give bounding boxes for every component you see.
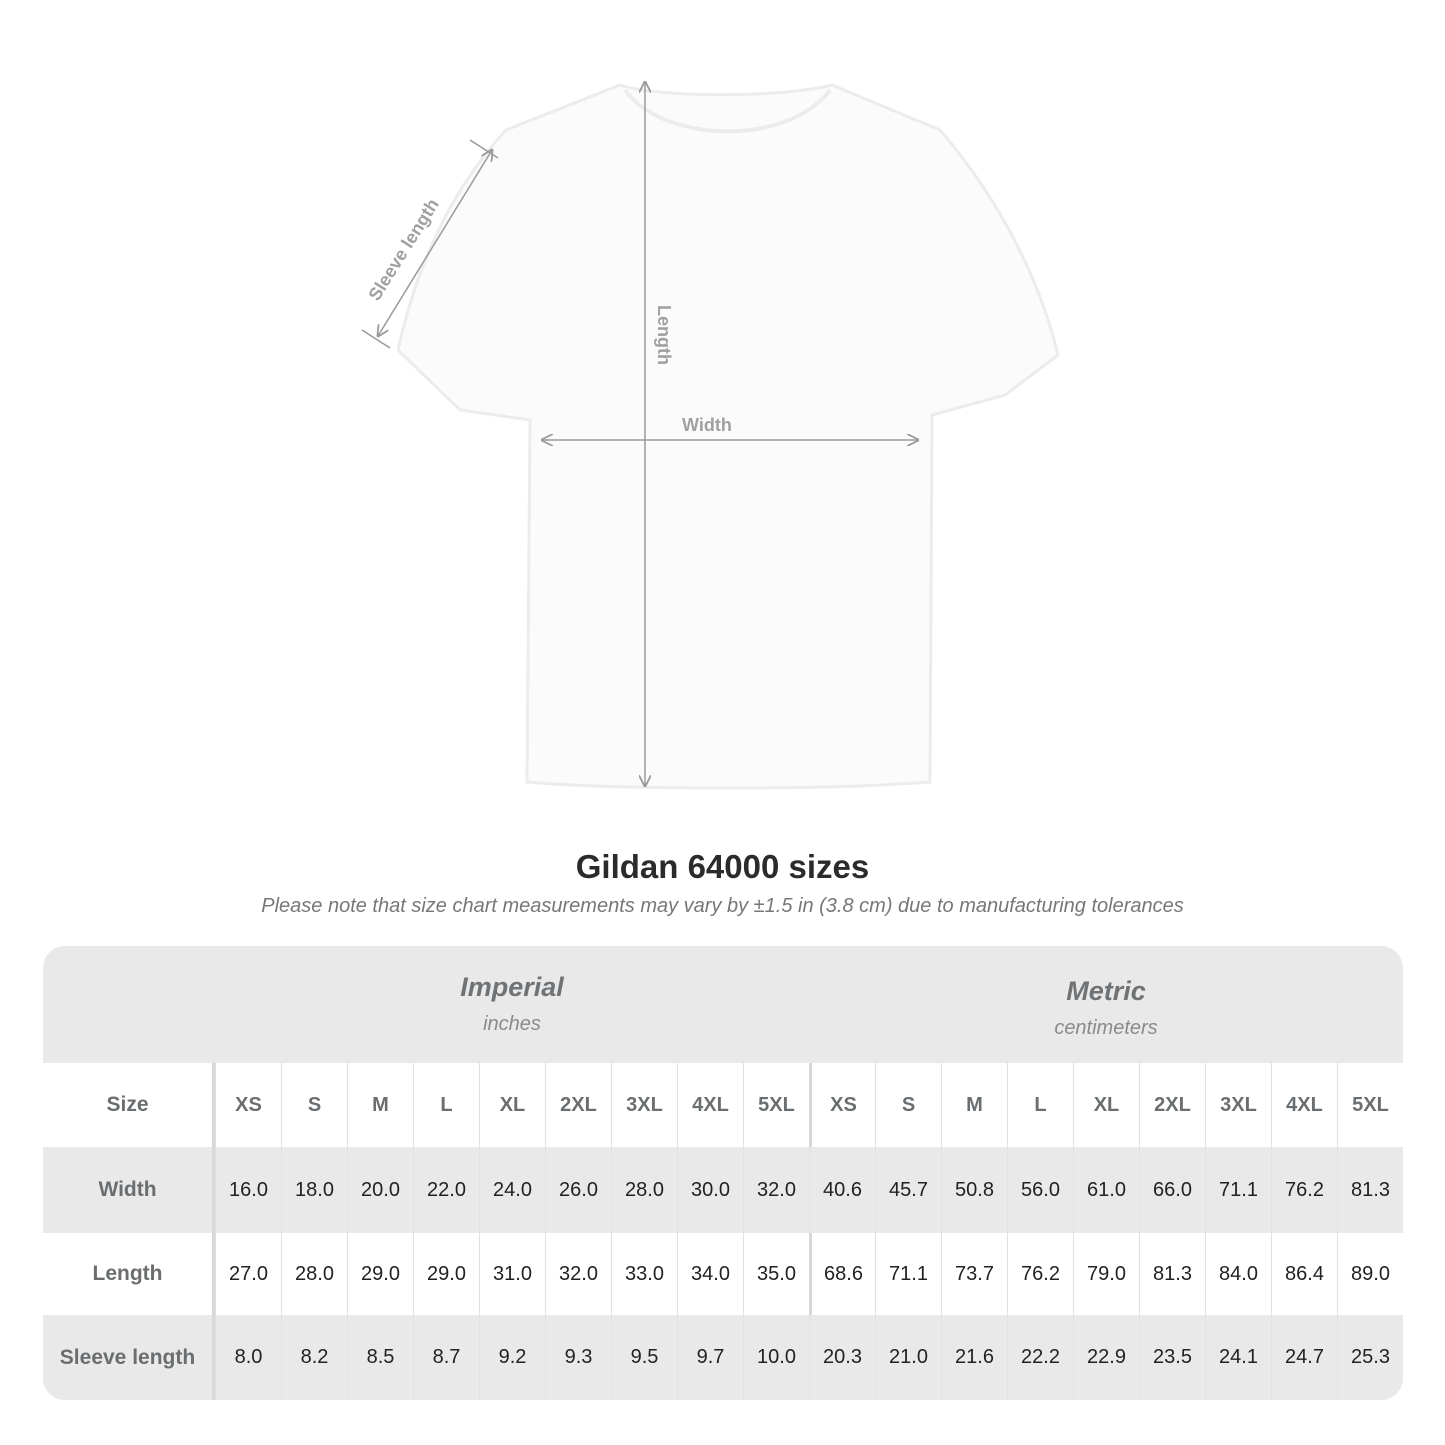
tshirt-diagram: Width Length Sleeve length xyxy=(361,0,1060,790)
metric-value: 24.7 xyxy=(1271,1315,1337,1400)
metric-value: 81.3 xyxy=(1337,1147,1403,1233)
width-label: Width xyxy=(682,415,732,435)
imperial-header: Imperial inches xyxy=(215,946,809,1063)
imperial-value: 29.0 xyxy=(413,1233,479,1315)
page-title: Gildan 64000 sizes xyxy=(575,848,870,885)
metric-size-3XL: 3XL xyxy=(1205,1063,1271,1147)
length-label: Length xyxy=(654,305,674,365)
metric-header: Metric centimeters xyxy=(809,950,1403,1067)
metric-value: 56.0 xyxy=(1007,1147,1073,1233)
imperial-value: 8.7 xyxy=(413,1315,479,1400)
row-label: Width xyxy=(43,1147,215,1233)
metric-title: Metric xyxy=(1066,976,1146,1006)
metric-unit: centimeters xyxy=(1054,1017,1158,1039)
imperial-size-2XL: 2XL xyxy=(545,1063,611,1147)
metric-size-4XL: 4XL xyxy=(1271,1063,1337,1147)
imperial-size-S: S xyxy=(281,1063,347,1147)
imperial-size-5XL: 5XL xyxy=(743,1063,809,1147)
metric-value: 24.1 xyxy=(1205,1315,1271,1400)
metric-value: 40.6 xyxy=(809,1147,875,1233)
metric-value: 89.0 xyxy=(1337,1233,1403,1315)
imperial-title: Imperial xyxy=(460,972,564,1002)
metric-size-L: L xyxy=(1007,1063,1073,1147)
metric-value: 71.1 xyxy=(1205,1147,1271,1233)
metric-size-S: S xyxy=(875,1063,941,1147)
metric-value: 84.0 xyxy=(1205,1233,1271,1315)
imperial-unit: inches xyxy=(483,1013,541,1035)
imperial-value: 33.0 xyxy=(611,1233,677,1315)
metric-value: 22.2 xyxy=(1007,1315,1073,1400)
metric-value: 71.1 xyxy=(875,1233,941,1315)
imperial-value: 28.0 xyxy=(281,1233,347,1315)
imperial-value: 27.0 xyxy=(215,1233,281,1315)
metric-value: 50.8 xyxy=(941,1147,1007,1233)
imperial-value: 35.0 xyxy=(743,1233,809,1315)
size-label: Size xyxy=(43,1063,215,1147)
metric-size-M: M xyxy=(941,1063,1007,1147)
imperial-value: 10.0 xyxy=(743,1315,809,1400)
metric-value: 23.5 xyxy=(1139,1315,1205,1400)
imperial-value: 29.0 xyxy=(347,1233,413,1315)
imperial-value: 8.5 xyxy=(347,1315,413,1400)
imperial-value: 30.0 xyxy=(677,1147,743,1233)
row-label: Length xyxy=(43,1233,215,1315)
metric-size-5XL: 5XL xyxy=(1337,1063,1403,1147)
imperial-size-XS: XS xyxy=(215,1063,281,1147)
metric-value: 61.0 xyxy=(1073,1147,1139,1233)
sleeve-arrow xyxy=(378,150,492,336)
table-row: Sleeve length 8.0 8.2 8.5 8.7 9.2 9.3 9.5 9.7 10.… xyxy=(43,1315,1403,1400)
imperial-value: 9.5 xyxy=(611,1315,677,1400)
imperial-value: 31.0 xyxy=(479,1233,545,1315)
imperial-value: 16.0 xyxy=(215,1147,281,1233)
row-label: Sleeve length xyxy=(43,1315,215,1400)
imperial-size-3XL: 3XL xyxy=(611,1063,677,1147)
size-grid: Size XS S M L XL 2XL 3XL 4XL 5XL XS S M L XL 2XL 3XL 4XL 5… xyxy=(43,1063,1403,1400)
imperial-value: 9.3 xyxy=(545,1315,611,1400)
tshirt-shape xyxy=(396,83,1060,790)
table-row: Length 27.0 28.0 29.0 29.0 31.0 32.0 33.0 34.0 35… xyxy=(43,1233,1403,1315)
imperial-value: 20.0 xyxy=(347,1147,413,1233)
imperial-value: 18.0 xyxy=(281,1147,347,1233)
metric-value: 68.6 xyxy=(809,1233,875,1315)
metric-size-XS: XS xyxy=(809,1063,875,1147)
metric-size-XL: XL xyxy=(1073,1063,1139,1147)
imperial-value: 32.0 xyxy=(743,1147,809,1233)
imperial-size-L: L xyxy=(413,1063,479,1147)
metric-value: 22.9 xyxy=(1073,1315,1139,1400)
imperial-value: 8.0 xyxy=(215,1315,281,1400)
imperial-value: 9.2 xyxy=(479,1315,545,1400)
imperial-value: 8.2 xyxy=(281,1315,347,1400)
imperial-value: 24.0 xyxy=(479,1147,545,1233)
imperial-value: 28.0 xyxy=(611,1147,677,1233)
metric-value: 76.2 xyxy=(1007,1233,1073,1315)
metric-value: 21.6 xyxy=(941,1315,1007,1400)
tolerance-note: Please note that size chart measurements… xyxy=(261,895,1184,917)
metric-value: 25.3 xyxy=(1337,1315,1403,1400)
imperial-value: 26.0 xyxy=(545,1147,611,1233)
table-row: Width 16.0 18.0 20.0 22.0 24.0 26.0 28.0 30.0 32.… xyxy=(43,1147,1403,1233)
metric-value: 86.4 xyxy=(1271,1233,1337,1315)
imperial-value: 9.7 xyxy=(677,1315,743,1400)
metric-size-2XL: 2XL xyxy=(1139,1063,1205,1147)
metric-value: 21.0 xyxy=(875,1315,941,1400)
imperial-value: 22.0 xyxy=(413,1147,479,1233)
imperial-size-XL: XL xyxy=(479,1063,545,1147)
size-table: Imperial inches Metric centimeters Size X… xyxy=(43,946,1403,1400)
imperial-value: 32.0 xyxy=(545,1233,611,1315)
metric-value: 45.7 xyxy=(875,1147,941,1233)
size-header-row: Size XS S M L XL 2XL 3XL 4XL 5XL XS S M L XL 2XL 3XL 4XL 5… xyxy=(43,1063,1403,1147)
imperial-value: 34.0 xyxy=(677,1233,743,1315)
metric-value: 81.3 xyxy=(1139,1233,1205,1315)
metric-value: 73.7 xyxy=(941,1233,1007,1315)
imperial-size-M: M xyxy=(347,1063,413,1147)
imperial-size-4XL: 4XL xyxy=(677,1063,743,1147)
metric-value: 20.3 xyxy=(809,1315,875,1400)
metric-value: 76.2 xyxy=(1271,1147,1337,1233)
metric-value: 79.0 xyxy=(1073,1233,1139,1315)
metric-value: 66.0 xyxy=(1139,1147,1205,1233)
